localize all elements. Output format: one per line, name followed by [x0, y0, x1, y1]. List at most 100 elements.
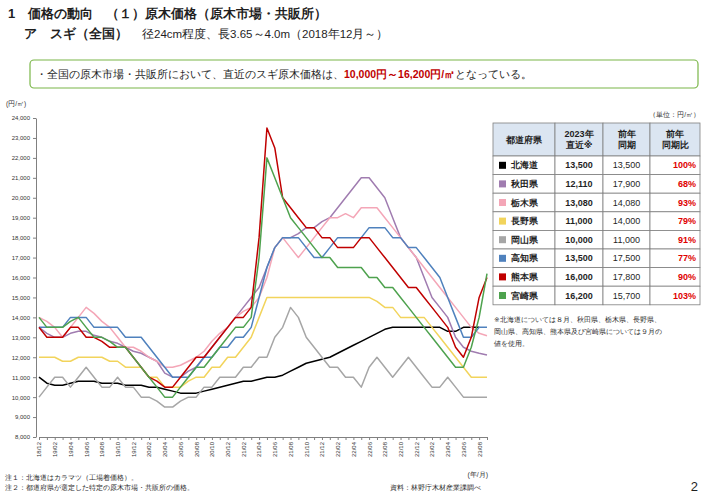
series-line	[39, 128, 487, 387]
x-tick: 22/12	[414, 437, 420, 457]
legend-swatch	[499, 236, 506, 243]
y-tick: 21,000	[12, 175, 36, 181]
table-cell	[603, 156, 650, 175]
y-tick-label: 9,000	[15, 414, 31, 420]
x-tick: 20/10	[209, 437, 215, 457]
x-tick: 23/06	[461, 437, 467, 457]
x-tick-mark	[110, 437, 111, 440]
header-title: 1 価格の動向 （１）原木価格（原木市場・共販所）	[8, 6, 327, 21]
x-tick-label: 19/10	[115, 441, 121, 457]
table-header-text: 2023年	[564, 129, 593, 139]
table-header-text: 前年	[617, 129, 636, 139]
table-cell-text: 68%	[678, 179, 696, 189]
page-number: 2	[691, 479, 698, 494]
x-tick: 23/08	[477, 437, 483, 457]
x-tick-label: 23/06	[461, 441, 467, 457]
x-tick-mark	[291, 437, 292, 440]
table-header-text: 同期	[618, 140, 636, 150]
page: 1 価格の動向 （１）原木価格（原木市場・共販所）ア スギ（全国）径24cm程度…	[0, 0, 706, 500]
table-header-text: 同期比	[662, 140, 689, 150]
x-tick-label: 21/12	[319, 441, 325, 457]
x-tick	[157, 437, 158, 440]
summary-before: 全国の原木市場・共販所において、直近のスギ原木価格は、	[47, 68, 344, 80]
table-cell-text: 91%	[678, 235, 696, 245]
x-tick-label: 21/08	[288, 441, 294, 457]
x-tick-mark	[448, 437, 449, 440]
table: 都道府県2023年直近※前年同期前年同期比北海道13,50013,500100%…	[493, 123, 700, 305]
x-tick-label: 21/02	[241, 441, 247, 457]
x-tick-mark	[70, 437, 71, 440]
legend-label: 岡山県	[511, 235, 539, 245]
footnote: 注２：都道府県が選定した特定の原木市場・共販所の価格。	[5, 484, 194, 492]
x-tick-mark	[322, 437, 323, 440]
y-tick-label: 20,000	[12, 195, 31, 201]
x-tick-mark	[251, 437, 252, 440]
x-tick: 19/02	[52, 437, 58, 457]
x-tick: 20/02	[146, 437, 152, 457]
x-tick: 22/06	[367, 437, 373, 457]
table-unit: （単位：円/㎥）	[649, 111, 700, 119]
x-tick	[361, 437, 362, 440]
x-tick	[330, 437, 331, 440]
table-cell-text: 17,800	[613, 272, 641, 282]
y-tick-label: 24,000	[12, 115, 31, 121]
x-tick: 21/12	[319, 437, 325, 457]
y-tick: 24,000	[12, 115, 36, 121]
x-axis-label: (年/月)	[467, 471, 488, 479]
x-tick: 19/06	[84, 437, 90, 457]
table-cell	[603, 175, 650, 194]
x-tick-mark	[188, 437, 189, 440]
x-tick-mark	[47, 437, 48, 440]
x-tick: 19/12	[131, 437, 137, 457]
header-section: ア スギ（全国）	[24, 26, 128, 41]
x-tick: 21/02	[241, 437, 247, 457]
table-cell	[493, 230, 555, 249]
x-tick-label: 22/12	[414, 441, 420, 457]
y-axis-line	[36, 119, 37, 438]
table-cell-text: 17,900	[613, 179, 641, 189]
table-cell-text: 17,500	[613, 253, 641, 263]
x-tick-mark	[377, 437, 378, 440]
table-cell	[650, 156, 700, 175]
x-tick-mark	[196, 437, 197, 440]
x-tick-label: 23/08	[477, 441, 483, 457]
x-tick-mark	[361, 437, 362, 440]
x-tick: 22/10	[398, 437, 404, 457]
y-tick-label: 8,000	[15, 434, 31, 440]
x-tick-label: 20/08	[194, 441, 200, 457]
x-tick: 23/02	[429, 437, 435, 457]
table-note: ※北海道については８月、秋田県、栃木県、長野県、	[494, 316, 661, 324]
y-tick-mark	[33, 397, 36, 398]
table-header-cell	[603, 123, 650, 156]
x-tick	[94, 437, 95, 440]
x-tick	[63, 437, 64, 440]
x-tick-mark	[157, 437, 158, 440]
x-tick-label: 22/02	[335, 441, 341, 457]
table-cell	[493, 156, 555, 175]
table-cell	[493, 249, 555, 268]
y-tick-mark	[33, 158, 36, 159]
summary-emphasis: 10,000円～16,200円/㎥	[344, 68, 455, 80]
x-tick	[47, 437, 48, 440]
x-tick	[173, 437, 174, 440]
x-tick-mark	[228, 437, 229, 440]
table-note: 値を使用。	[494, 340, 529, 348]
x-tick-mark	[220, 437, 221, 440]
y-tick-label: 13,000	[12, 335, 31, 341]
x-tick-mark	[306, 437, 307, 440]
legend-swatch	[499, 273, 506, 280]
x-tick: 20/12	[225, 437, 231, 457]
table-cell-text: 13,500	[565, 253, 593, 263]
table-cell	[603, 212, 650, 231]
x-tick-mark	[94, 437, 95, 440]
table-cell	[493, 175, 555, 194]
x-tick	[188, 437, 189, 440]
source: 資料：林野庁木材産業課調べ	[390, 484, 481, 492]
x-tick-mark	[243, 437, 244, 440]
x-tick-mark	[353, 437, 354, 440]
x-tick-mark	[55, 437, 56, 440]
x-tick-mark	[401, 437, 402, 440]
x-tick: 22/02	[335, 437, 341, 457]
x-tick	[487, 437, 488, 440]
x-tick-label: 19/04	[68, 441, 74, 457]
